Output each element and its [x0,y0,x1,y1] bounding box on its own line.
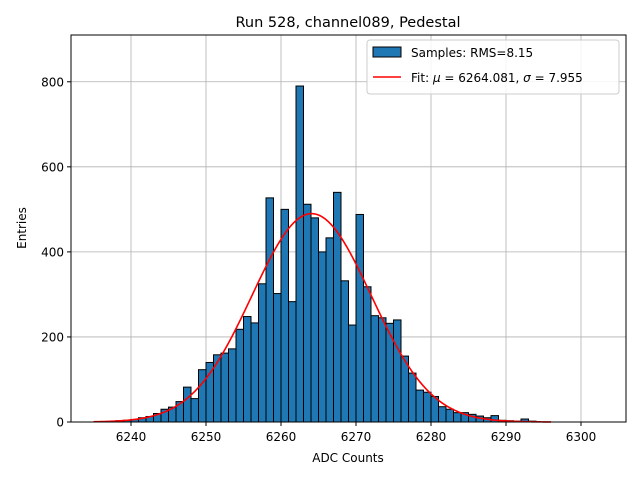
histogram-bar [213,354,222,423]
x-axis-ticks: 6240 6250 6260 6270 6280 6290 6300 [116,422,597,444]
histogram-bar [280,208,289,423]
x-tick-label: 6300 [566,430,597,444]
y-tick-label: 800 [41,75,64,89]
legend-fit-label: Fit: μ = 6264.081, σ = 7.955 [411,71,583,85]
histogram-bar [438,406,447,423]
x-tick-label: 6270 [341,430,372,444]
histogram-bar [378,317,387,423]
histogram-bar [393,319,402,423]
histogram-bar [453,412,462,423]
histogram-bar [325,237,334,423]
legend-samples-swatch [372,46,402,58]
histogram-bar [340,280,349,423]
histogram-bar [310,217,319,423]
fit-curve [93,212,552,423]
x-tick-label: 6250 [191,430,222,444]
histogram-bar [445,408,454,423]
histogram-bar [415,389,424,423]
histogram-bar [408,372,417,423]
y-tick-label: 0 [56,416,64,430]
histogram-bar [318,251,327,423]
histogram-bar [348,324,357,423]
histogram-bar [250,322,259,423]
legend-samples-label: Samples: RMS=8.15 [411,46,533,60]
histogram-bar [183,386,192,423]
histogram-bar [243,316,252,423]
y-tick-label: 600 [41,160,64,174]
histogram-bar [295,85,304,423]
chart-title: Run 528, channel089, Pedestal [235,15,460,31]
legend-box [366,39,620,95]
histogram-bar [235,328,244,423]
histogram-bar [228,348,237,423]
histogram-bar [303,203,312,423]
legend: Samples: RMS=8.15 Fit: μ = 6264.081, σ =… [366,39,620,95]
histogram-bar [355,213,364,423]
x-tick-label: 6290 [491,430,522,444]
histogram-bar [370,315,379,423]
x-tick-label: 6280 [416,430,447,444]
y-tick-label: 200 [41,330,64,344]
x-tick-label: 6260 [266,430,297,444]
histogram-bar [273,293,282,423]
plot-frame [70,34,627,423]
histogram-bar [333,191,342,423]
histogram-bar [363,286,372,423]
histogram-bar [190,398,199,423]
histogram-bar [198,369,207,423]
x-axis-label: ADC Counts [312,451,384,465]
y-axis-ticks: 0 200 400 600 800 [41,75,71,430]
histogram-bar [205,361,214,423]
histogram-bar [220,352,229,423]
histogram-bar [288,301,297,423]
x-tick-label: 6240 [116,430,147,444]
y-tick-label: 400 [41,245,64,259]
fit-curve-group [93,212,552,423]
histogram-bar [258,283,267,423]
y-axis-label: Entries [15,207,29,249]
histogram-bar [265,197,274,423]
histogram-bar [423,391,432,423]
